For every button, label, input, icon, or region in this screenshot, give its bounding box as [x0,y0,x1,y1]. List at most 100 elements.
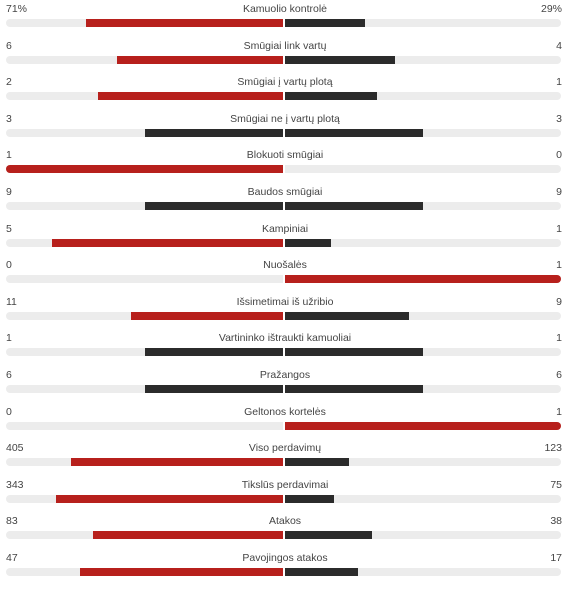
stat-label: Smūgiai ne į vartų plotą [230,112,340,125]
away-value: 1 [556,332,562,345]
away-bar-fill [285,92,377,101]
home-bar-fill [92,531,283,540]
home-value: 9 [6,186,12,198]
away-bar-track [285,19,561,27]
home-bar-track [6,128,283,137]
away-value: 1 [556,76,562,89]
away-value: 123 [544,442,562,455]
away-bar-fill [285,385,423,393]
home-bar-track [6,55,283,64]
home-bar-fill [55,494,283,503]
stat-row: 9 Baudos smūgiai 9 [0,185,570,221]
home-bar-track [6,92,283,101]
away-bar-fill [285,55,396,64]
stat-label: Kamuolio kontrolė [242,3,328,15]
away-value: 3 [556,112,562,125]
home-bar-fill [79,568,283,576]
home-bar-track [6,531,283,540]
home-value: 3 [6,112,12,125]
stat-label: Pražangos [259,369,311,381]
home-bar-track [6,348,283,357]
home-bar-track [6,494,283,503]
stat-label: Geltonos kortelės [244,405,326,418]
home-bar-track [6,238,283,247]
stat-label: Baudos smūgiai [247,186,323,198]
stat-label: Nuošalės [263,259,307,272]
home-bar-track [6,202,283,210]
away-bar-track [285,92,561,101]
stat-row: 6 Pražangos 6 [0,368,570,404]
home-value: 6 [6,39,12,52]
home-bar-fill [6,165,283,174]
away-bar-track [285,494,561,503]
home-value: 6 [6,369,12,381]
away-bar-fill [285,568,359,576]
stat-row: 6 Smūgiai link vartų 4 [0,39,570,75]
stat-row: 2 Smūgiai į vartų plotą 1 [0,75,570,111]
away-value: 1 [556,405,562,418]
away-bar-fill [285,202,423,210]
away-bar-track [285,458,561,467]
home-bar-fill [86,19,283,27]
stat-row: 343 Tikslūs perdavimai 75 [0,478,570,514]
away-bar-track [285,531,561,540]
home-value: 405 [6,442,24,455]
home-value: 47 [6,552,18,564]
home-bar-fill [70,458,283,467]
away-bar-track [285,202,561,210]
stat-row: 3 Smūgiai ne į vartų plotą 3 [0,112,570,148]
stat-label: Tikslūs perdavimai [241,478,329,491]
home-value: 0 [6,259,12,272]
home-bar-track [6,19,283,27]
away-bar-track [285,275,561,284]
away-value: 75 [550,478,562,491]
home-bar-fill [116,55,283,64]
away-bar-fill [285,421,561,430]
home-bar-fill [52,238,283,247]
stat-row: 71% Kamuolio kontrolė 29% [0,2,570,38]
home-value: 5 [6,222,12,235]
home-value: 71% [6,3,28,15]
home-value: 2 [6,76,12,89]
home-bar-fill [144,385,283,393]
stat-row: 0 Geltonos kortelės 1 [0,405,570,441]
stat-label: Vartininko ištraukti kamuoliai [218,332,352,345]
stat-row: 1 Vartininko ištraukti kamuoliai 1 [0,331,570,367]
away-bar-fill [285,458,350,467]
home-bar-fill [144,348,283,357]
stat-label: Kampiniai [261,222,309,235]
away-bar-track [285,421,561,430]
away-bar-track [285,385,561,393]
away-bar-fill [285,348,423,357]
away-bar-track [285,311,561,320]
stat-label: Smūgiai link vartų [243,39,327,52]
away-bar-track [285,128,561,137]
stat-row: 83 Atakos 38 [0,514,570,550]
home-bar-fill [130,311,283,320]
home-value: 1 [6,149,12,162]
away-value: 0 [556,149,562,162]
away-bar-track [285,238,561,247]
home-bar-track [6,421,283,430]
stat-row: 405 Viso perdavimų 123 [0,441,570,477]
stat-row: 5 Kampiniai 1 [0,222,570,258]
stat-row: 0 Nuošalės 1 [0,258,570,294]
stat-label: Atakos [268,515,302,528]
away-bar-track [285,568,561,576]
home-bar-track [6,568,283,576]
away-bar-fill [285,531,372,540]
home-value: 11 [6,295,17,308]
away-bar-fill [285,128,423,137]
home-bar-fill [98,92,283,101]
home-bar-track [6,311,283,320]
away-bar-fill [285,238,332,247]
home-value: 83 [6,515,18,528]
home-value: 343 [6,478,24,491]
away-bar-fill [285,19,366,27]
home-bar-track [6,275,283,284]
stat-label: Viso perdavimų [248,442,322,455]
away-bar-fill [285,311,410,320]
away-bar-fill [285,494,335,503]
home-value: 1 [6,332,12,345]
